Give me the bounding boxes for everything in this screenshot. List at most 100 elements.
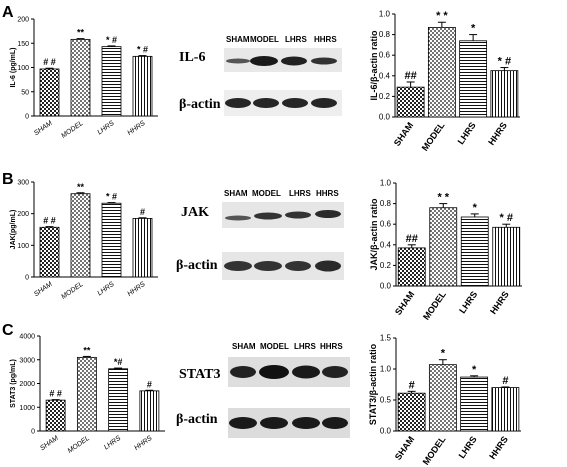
bar — [132, 55, 153, 117]
x-tick-label: MODEL — [420, 120, 447, 153]
significance-label: ** — [77, 182, 85, 192]
y-tick-label: 200 — [17, 211, 29, 218]
x-tick-label: SHAM — [392, 120, 415, 147]
y-tick-label: 1.5 — [380, 334, 392, 343]
bar — [396, 86, 425, 118]
bar — [39, 68, 60, 117]
blot-target-label: IL-6 — [179, 50, 205, 65]
significance-label: * # — [137, 45, 148, 55]
bar — [45, 399, 66, 432]
bar — [397, 392, 426, 432]
y-axis-label: IL-6 (pg/mL) — [10, 47, 17, 87]
x-tick-label: SHAM — [33, 120, 54, 137]
lane-label-sham: SHAM — [224, 189, 248, 198]
blot-band — [292, 365, 320, 379]
y-tick-label: 0.6 — [380, 220, 392, 229]
bar — [132, 218, 153, 278]
lane-label-sham: SHAM — [226, 35, 250, 44]
jak-ratio-chart: 0.0 0.2 0.4 0.6 0.8 1.0 JAK/β-actin ratio ## SHA… — [369, 179, 522, 322]
x-tick-label: HHRS — [487, 434, 510, 461]
y-axis-label: JAK(pg/mL) — [10, 210, 17, 250]
lane-label-lhrs: LHRS — [294, 342, 316, 351]
bar — [491, 387, 520, 432]
significance-label: * * — [436, 10, 448, 22]
bar — [76, 356, 97, 432]
x-tick-label: HHRS — [126, 120, 147, 137]
blot-band — [292, 417, 320, 429]
blot-panel-b: SHAM MODEL LHRS HHRS JAK β-actin — [176, 189, 344, 280]
bar — [427, 26, 456, 118]
x-tick-label: HHRS — [488, 289, 511, 316]
x-tick-label: SHAM — [33, 281, 54, 298]
significance-label: ** — [77, 28, 85, 38]
blot-band — [315, 210, 341, 218]
x-tick-label: HHRS — [133, 435, 154, 452]
significance-label: *# — [114, 357, 123, 367]
x-tick-label: MODEL — [421, 434, 448, 467]
y-axis-label: IL-6/β-actin ratio — [369, 30, 379, 101]
il6-ratio-chart: 0.0 0.2 0.4 0.6 0.8 1.0 IL-6/β-actin ratio ## SH… — [369, 10, 520, 153]
blot-target-name: STAT3 — [179, 367, 221, 382]
x-tick-label: LHRS — [103, 435, 123, 452]
significance-label: # # — [49, 389, 62, 399]
bar — [39, 226, 60, 278]
blot-band — [229, 417, 257, 429]
y-tick-label: 0 — [31, 429, 35, 436]
significance-label: # — [409, 379, 415, 391]
y-axis-label: JAK/β-actin ratio — [369, 198, 379, 271]
y-tick-label: 0 — [25, 275, 29, 282]
stat3-elisa-chart: 0 1000 2000 3000 4000 STAT3 (pg/mL) # # SHAM ** M… — [10, 334, 165, 455]
blot-band — [282, 98, 308, 108]
y-tick-label: 2000 — [19, 381, 35, 388]
lane-label-model: MODEL — [252, 189, 281, 198]
blot-band — [322, 417, 348, 429]
significance-label: * — [472, 364, 477, 376]
y-tick-label: 100 — [17, 65, 29, 72]
blot-panel-a: SHAM MODEL LHRS HHRS IL-6 β-actin — [179, 35, 342, 116]
bar — [429, 207, 458, 287]
lane-label-hhrs: HHRS — [320, 342, 343, 351]
blot-band — [226, 58, 250, 64]
lane-label-lhrs: LHRS — [285, 35, 307, 44]
y-tick-label: 0 — [25, 114, 29, 121]
y-tick-label: 0.2 — [380, 261, 392, 270]
y-tick-label: 50 — [21, 89, 29, 96]
bar — [108, 368, 129, 432]
significance-label: * — [471, 23, 476, 35]
blot-target-label: STAT3 — [179, 367, 221, 382]
blot-band — [260, 417, 288, 429]
lane-label-hhrs: HHRS — [316, 189, 339, 198]
x-tick-label: MODEL — [421, 289, 448, 322]
significance-label: * — [441, 348, 446, 360]
x-tick-label: LHRS — [457, 289, 479, 315]
y-axis-label: STAT3 (pg/mL) — [10, 359, 17, 408]
x-tick-label: SHAM — [393, 434, 416, 461]
blot-band — [225, 215, 251, 221]
x-tick-label: LHRS — [96, 281, 116, 298]
x-tick-label: HHRS — [126, 281, 147, 298]
y-tick-label: 0.8 — [380, 199, 392, 208]
blot-band — [254, 261, 282, 271]
y-tick-label: 3000 — [19, 357, 35, 364]
blot-panel-c: SHAM MODEL LHRS HHRS STAT3 β-actin — [176, 342, 350, 438]
y-tick-label: 200 — [17, 17, 29, 24]
x-tick-label: MODEL — [60, 120, 84, 140]
blot-band — [254, 212, 282, 220]
bar — [460, 216, 489, 287]
blot-control-label: β-actin — [176, 412, 218, 427]
lane-label-hhrs: HHRS — [314, 35, 337, 44]
il6-elisa-chart: 0 50 100 150 200 IL-6 (pg/mL) # # SHAM ** MODEL * … — [10, 17, 158, 140]
x-tick-label: LHRS — [96, 120, 116, 137]
significance-label: # — [502, 375, 508, 387]
significance-label: * # — [498, 56, 511, 68]
significance-label: # # — [43, 216, 56, 226]
bar — [492, 226, 521, 287]
bar — [397, 247, 426, 287]
bar — [70, 193, 91, 278]
y-tick-label: 100 — [17, 243, 29, 250]
x-tick-label: HHRS — [486, 120, 509, 147]
x-tick-label: LHRS — [456, 120, 478, 146]
y-tick-label: 4000 — [19, 334, 35, 341]
